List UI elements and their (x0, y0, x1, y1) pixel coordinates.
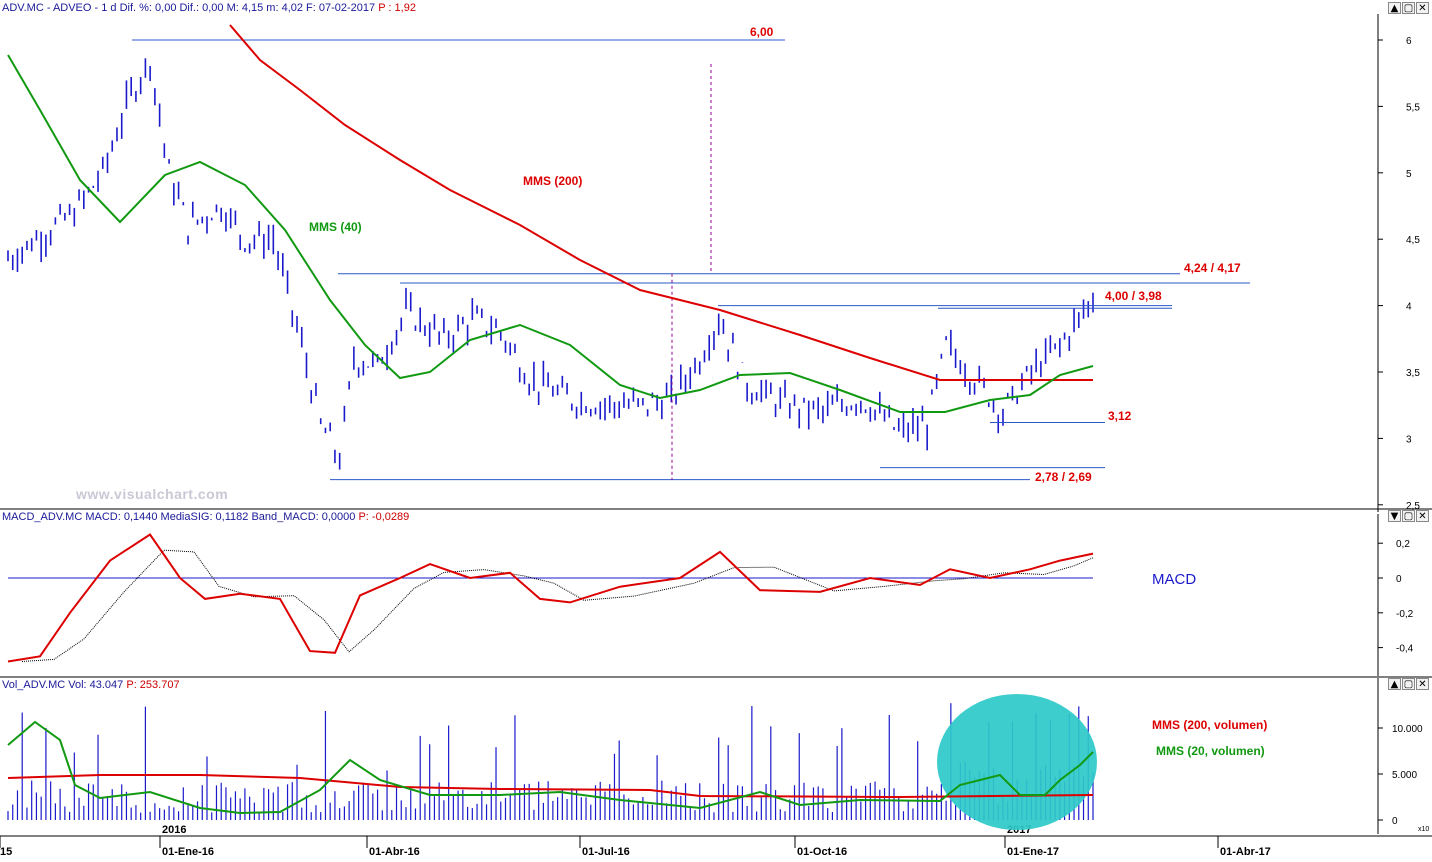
close-button[interactable]: ✕ (1416, 510, 1429, 522)
annotation-600: 6,00 (750, 25, 774, 39)
y-tick-label: 0 (1396, 574, 1402, 585)
y-tick-label: 5 (1406, 169, 1412, 180)
scroll-down-button[interactable]: ▼ (1388, 510, 1401, 522)
price-pane-bottom-buttons: ▼ ▢ ✕ (1388, 510, 1429, 522)
scroll-up-button[interactable]: ▲ (1388, 678, 1401, 690)
macd-signal-line (21, 549, 1094, 662)
vol-pane-buttons: ▲ ▢ ✕ (1388, 678, 1429, 690)
y-tick-label: 6 (1406, 36, 1412, 47)
x-tick-label: 01-Jul-16 (582, 846, 630, 857)
vol-mms20-line (7, 720, 1094, 815)
unit-label: x10 (1418, 826, 1429, 833)
year-label: 2016 (162, 824, 186, 836)
close-button[interactable]: ✕ (1416, 2, 1429, 14)
price-header-text: ADV.MC - ADVEO - 1 d Dif. %: 0,00 Dif.: … (2, 2, 376, 14)
y-tick-label: -0,2 (1396, 609, 1414, 620)
y-tick-label: 5.000 (1392, 770, 1417, 781)
price-pane-header: ADV.MC - ADVEO - 1 d Dif. %: 0,00 Dif.: … (2, 2, 416, 14)
scroll-up-button[interactable]: ▲ (1388, 2, 1401, 14)
price-header-p: P : 1,92 (378, 2, 416, 14)
macd-line (7, 533, 1094, 663)
price-pane-buttons: ▲ ▢ ✕ (1388, 2, 1429, 14)
macd-header-p: P: -0,0289 (358, 511, 410, 523)
x-tick-label: 01-Abr-16 (369, 846, 420, 857)
maximize-button[interactable]: ▢ (1402, 510, 1415, 522)
macd-pane-header: MACD_ADV.MC MACD: 0,1440 MediaSIG: 0,118… (2, 511, 409, 523)
maximize-button[interactable]: ▢ (1402, 678, 1415, 690)
vol-mms200-line (7, 774, 1094, 799)
macd-label: MACD (1152, 571, 1196, 588)
vol-pane-header: Vol_ADV.MC Vol: 43.047 P: 253.707 (2, 679, 180, 691)
annotation-mms40: MMS (40) (309, 220, 362, 234)
mms-200-line (229, 24, 1093, 381)
vol-mms200-label: MMS (200, volumen) (1152, 718, 1267, 732)
annotation-278: 2,78 / 2,69 (1035, 470, 1092, 484)
x-tick-label: 01-Ene-17 (1007, 846, 1059, 857)
y-tick-label: 0,2 (1396, 539, 1410, 550)
vol-header-text: Vol_ADV.MC Vol: 43.047 (2, 679, 124, 691)
y-tick-label: 3,5 (1406, 368, 1420, 379)
y-tick-label: 5,5 (1406, 102, 1420, 113)
y-tick-label: -0,4 (1396, 644, 1414, 655)
annotation-312: 3,12 (1108, 409, 1132, 423)
y-tick-label: 4,5 (1406, 235, 1420, 246)
macd-header-text: MACD_ADV.MC MACD: 0,1440 MediaSIG: 0,118… (2, 511, 356, 523)
close-button[interactable]: ✕ (1416, 678, 1429, 690)
y-tick-label: 0 (1392, 816, 1398, 827)
y-tick-label: 3 (1406, 434, 1412, 445)
x-tick-label: 01-Oct-16 (797, 846, 847, 857)
maximize-button[interactable]: ▢ (1402, 2, 1415, 14)
x-tick-label: 15 (0, 846, 12, 857)
x-tick-label: 01-Abr-17 (1220, 846, 1271, 857)
volume-highlight (937, 694, 1097, 830)
y-tick-label: 4 (1406, 302, 1412, 313)
annotation-400: 4,00 / 3,98 (1105, 289, 1162, 303)
y-tick-label: 2,5 (1406, 501, 1420, 512)
y-tick-label: 10.000 (1392, 724, 1423, 735)
vol-header-p: P: 253.707 (126, 679, 180, 691)
vol-mms20-label: MMS (20, volumen) (1156, 744, 1265, 758)
x-tick-label: 01-Ene-16 (162, 846, 214, 857)
annotation-424: 4,24 / 4,17 (1184, 261, 1241, 275)
price-bars (7, 58, 1094, 470)
mms-40-line (7, 54, 1094, 413)
watermark: www.visualchart.com (76, 486, 229, 502)
annotation-mms200: MMS (200) (523, 174, 582, 188)
